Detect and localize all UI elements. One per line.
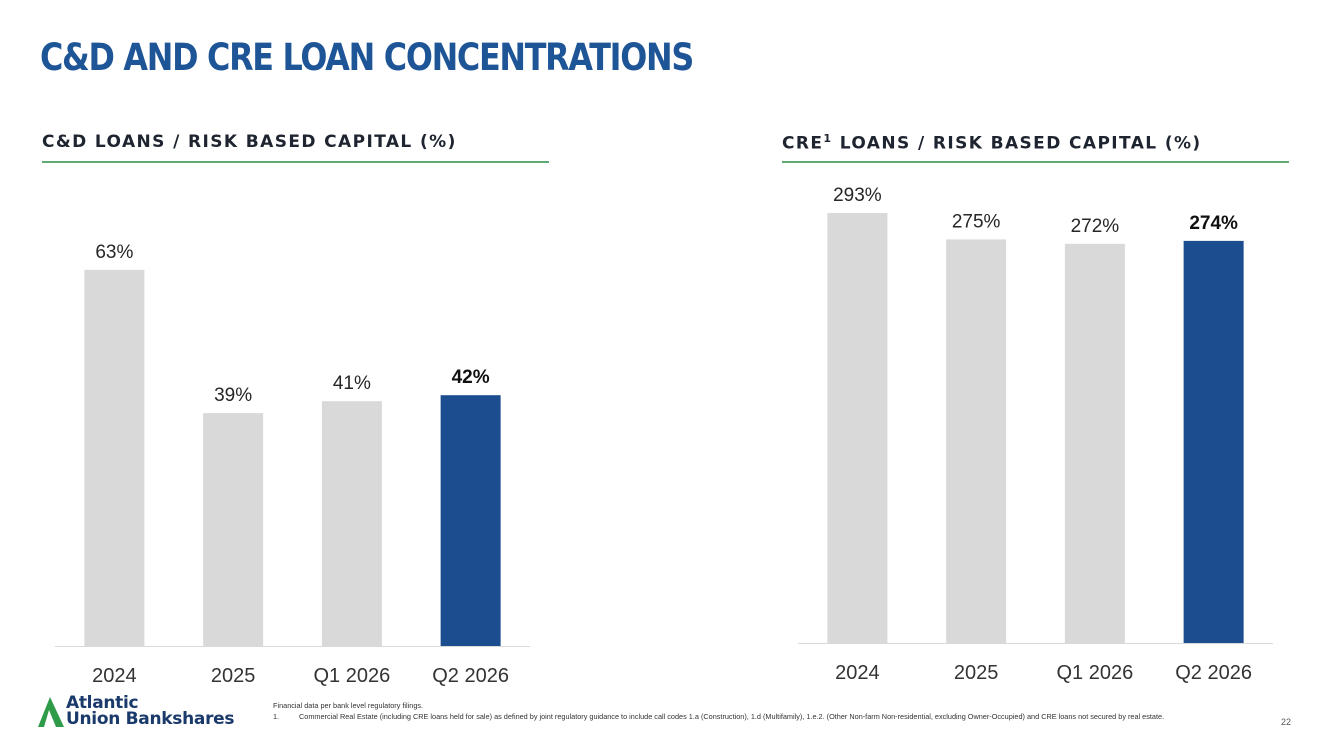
cd-chart-title-text: C&D LOANS / RISK BASED CAPITAL (%) bbox=[42, 132, 457, 152]
cd-chart-title-rule bbox=[42, 161, 549, 163]
cd-data-label-q2-2026: 42% bbox=[452, 367, 490, 388]
logo-text-atlantic: Atlantic bbox=[66, 693, 139, 713]
cd-tick-label-2024: 2024 bbox=[92, 665, 137, 687]
cre-bar-q1-2026 bbox=[1064, 243, 1125, 644]
cd-tick-label-2025: 2025 bbox=[211, 665, 256, 687]
cd-bar-2025 bbox=[203, 413, 264, 646]
cd-tick-label-q1-2026: Q1 2026 bbox=[314, 665, 391, 687]
cd-bar-q2-2026 bbox=[440, 395, 501, 646]
cd-data-label-2025: 39% bbox=[214, 385, 252, 406]
cre-chart-title-rest: LOANS / RISK BASED CAPITAL (%) bbox=[832, 133, 1202, 154]
cre-tick-label-2024: 2024 bbox=[835, 662, 880, 684]
cd-loans-bar-chart: 63% 2024 39% 2025 41% Q1 2026 42% Q2 2026 bbox=[55, 242, 530, 687]
cd-tick-label-q2-2026: Q2 2026 bbox=[432, 665, 509, 687]
cre-data-label-q1-2026: 272% bbox=[1071, 216, 1120, 237]
cre-tick-label-2025: 2025 bbox=[954, 662, 999, 684]
cd-bar-q1-2026 bbox=[321, 401, 382, 646]
cd-data-label-2024: 63% bbox=[95, 242, 133, 263]
page-number: 22 bbox=[1281, 717, 1292, 727]
cre-loans-bar-chart: 293% 2024 275% 2025 272% Q1 2026 274% Q2 2026 bbox=[798, 185, 1273, 684]
cre-bar-2024 bbox=[827, 213, 888, 643]
page-title: C&D AND CRE LOAN CONCENTRATIONS bbox=[40, 36, 694, 79]
cre-data-label-2024: 293% bbox=[833, 185, 882, 206]
footnote-source: Financial data per bank level regulatory… bbox=[273, 701, 424, 710]
footnotes: Financial data per bank level regulatory… bbox=[273, 701, 1263, 722]
cre-tick-label-q2-2026: Q2 2026 bbox=[1175, 662, 1252, 684]
footnote-1: 1. Commercial Real Estate (including CRE… bbox=[273, 712, 1263, 723]
cre-tick-label-q1-2026: Q1 2026 bbox=[1057, 662, 1134, 684]
logo-text-union-bankshares: Union Bankshares bbox=[66, 709, 235, 729]
cre-bar-q2-2026 bbox=[1183, 240, 1244, 643]
cd-data-label-q1-2026: 41% bbox=[333, 373, 371, 394]
cre-chart-title-main: CRE bbox=[782, 133, 824, 154]
cre-data-label-q2-2026: 274% bbox=[1189, 213, 1238, 234]
triangle-mark-icon bbox=[38, 697, 64, 727]
cd-bar-2024 bbox=[84, 269, 145, 646]
footnote-1-text: Commercial Real Estate (including CRE lo… bbox=[299, 711, 1165, 721]
cre-chart-title-rule bbox=[782, 161, 1289, 163]
footnote-1-number: 1. bbox=[273, 711, 280, 721]
cre-data-label-2025: 275% bbox=[952, 211, 1001, 232]
atlantic-union-logo: Atlantic Union Bankshares bbox=[38, 693, 258, 733]
cre-chart-title: CRE1 LOANS / RISK BASED CAPITAL (%) bbox=[782, 132, 1202, 154]
cd-chart-title: C&D LOANS / RISK BASED CAPITAL (%) bbox=[42, 132, 457, 152]
cre-footnote-marker: 1 bbox=[823, 132, 833, 145]
cre-bar-2025 bbox=[946, 239, 1007, 643]
